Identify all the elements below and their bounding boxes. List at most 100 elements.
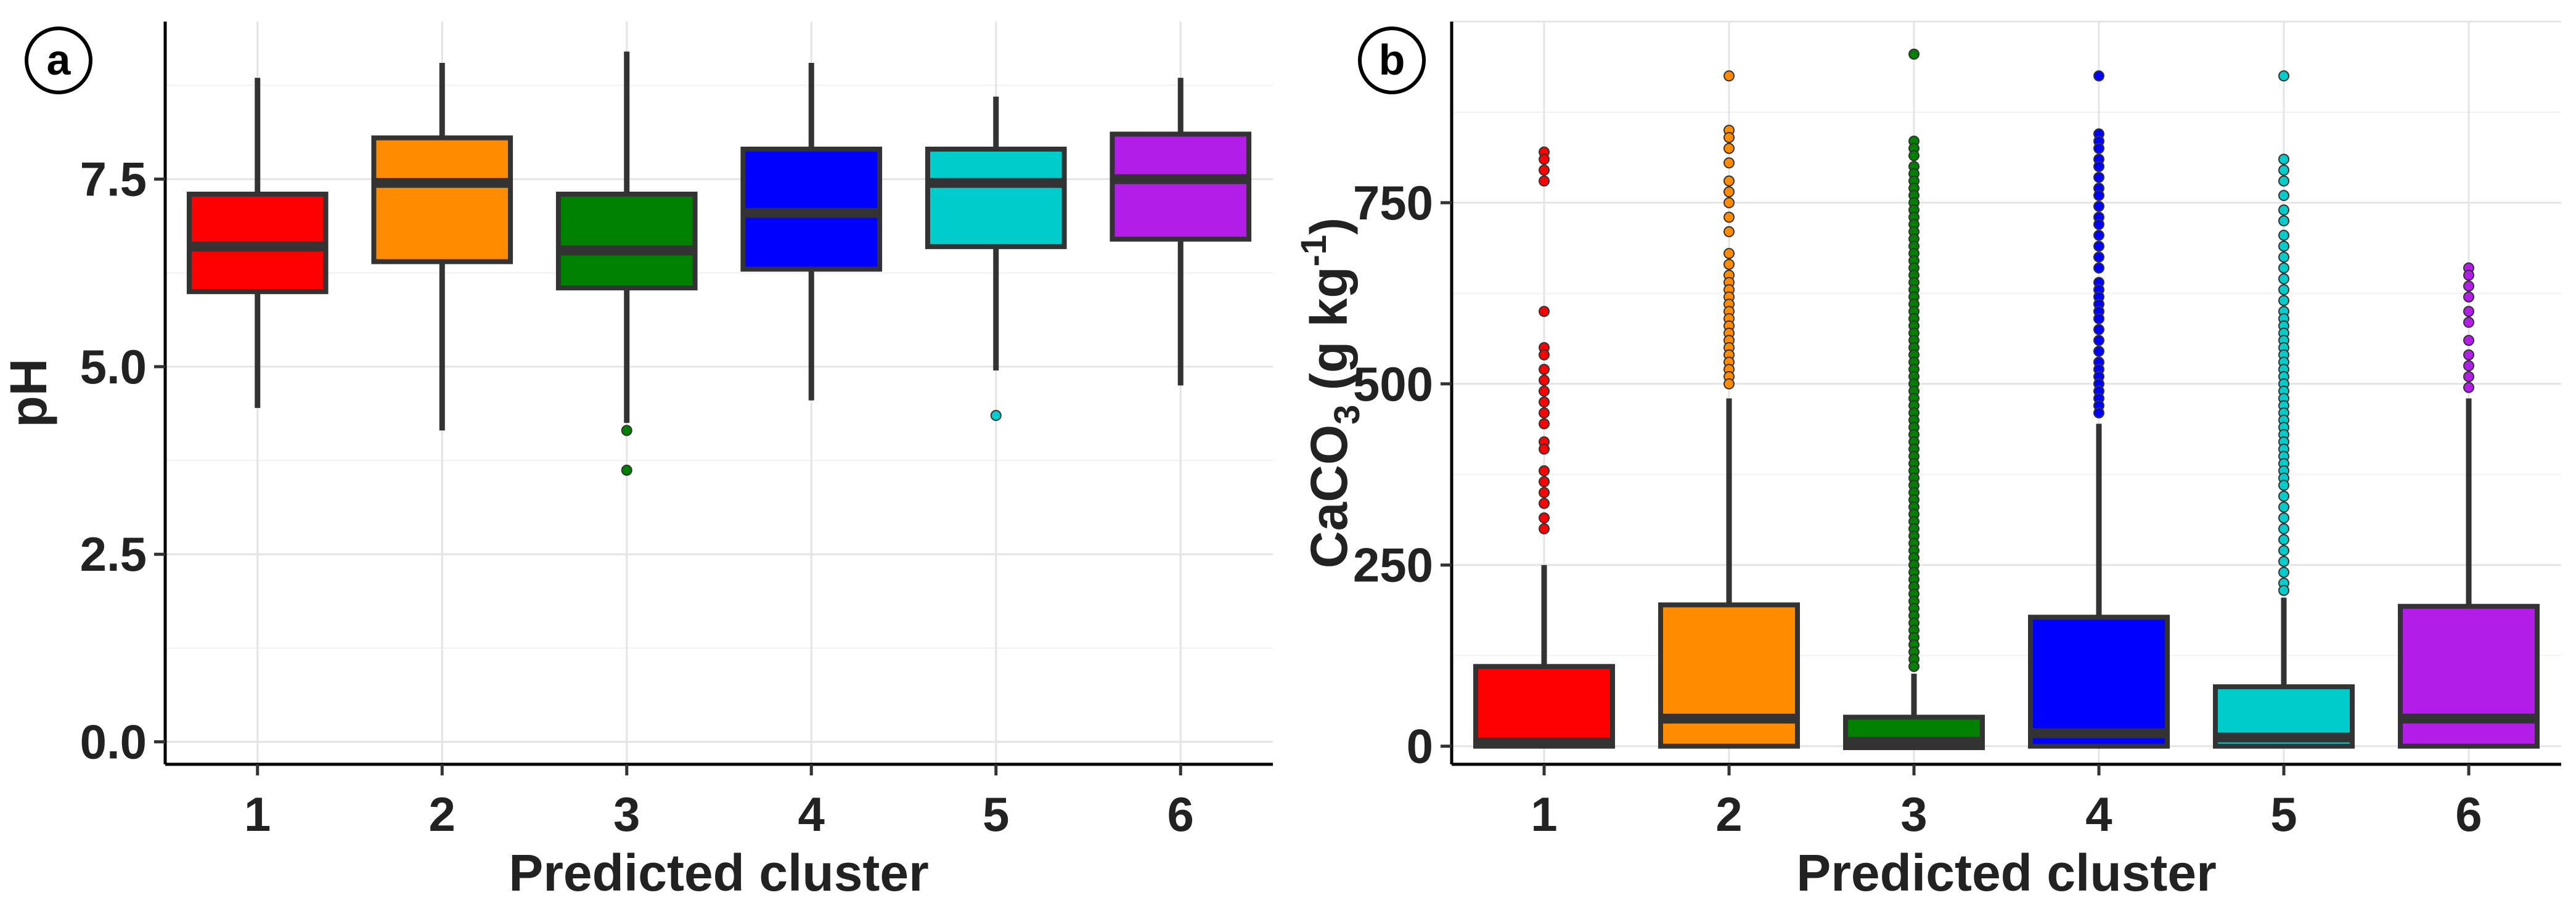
outlier-point <box>2463 269 2474 281</box>
x-tick-label: 5 <box>983 787 1009 841</box>
outlier-point <box>2278 501 2289 513</box>
outlier-point <box>2278 262 2289 274</box>
outlier-point <box>2278 153 2289 165</box>
panel-letter-circle <box>1358 27 1426 94</box>
y-axis-title-part: CaCO <box>1300 425 1358 568</box>
box-iqr <box>1473 664 1615 749</box>
outlier-point <box>1539 175 1550 187</box>
box-iqr <box>925 146 1067 250</box>
outlier-point <box>1908 150 1920 161</box>
outlier-point <box>1539 385 1550 397</box>
outlier-point <box>2278 70 2289 82</box>
outlier-point <box>1539 512 1550 524</box>
outlier-point <box>2463 316 2474 328</box>
outlier-point <box>2278 175 2289 187</box>
outlier-point <box>1539 407 1550 419</box>
box-iqr <box>371 135 513 264</box>
outlier-point <box>2093 240 2104 252</box>
outlier-point <box>2278 284 2289 295</box>
y-tick-label: 0.0 <box>80 714 147 769</box>
x-tick-label: 6 <box>1167 787 1194 841</box>
outlier-point <box>1539 487 1550 499</box>
outlier-point <box>2093 324 2104 335</box>
outlier-point <box>2278 512 2289 524</box>
outlier-point <box>2093 407 2104 419</box>
outlier-point <box>2093 262 2104 274</box>
x-tick-label: 4 <box>2085 787 2112 841</box>
y-tick-label: 7.5 <box>80 152 147 206</box>
outlier-point <box>2093 219 2104 231</box>
outlier-point <box>2463 349 2474 361</box>
box-cluster-1 <box>186 78 329 408</box>
outlier-point <box>2278 229 2289 241</box>
outlier-point <box>1539 396 1550 408</box>
outlier-point <box>2093 161 2104 173</box>
outlier-point <box>2278 273 2289 285</box>
box-cluster-3 <box>1843 48 1985 750</box>
box-cluster-6 <box>1110 78 1252 386</box>
box-cluster-5 <box>2213 70 2355 749</box>
x-tick-label: 4 <box>798 787 825 841</box>
outlier-point <box>1723 226 1735 237</box>
box-cluster-5 <box>925 96 1067 422</box>
outlier-point <box>1723 132 1735 144</box>
outlier-point <box>1539 497 1550 509</box>
outlier-point <box>1908 48 1920 60</box>
y-axis-title-part: 3 <box>1327 404 1367 424</box>
panel-letter: b <box>1379 36 1405 84</box>
box-iqr <box>2398 603 2540 749</box>
x-tick-label: 2 <box>429 787 456 841</box>
y-tick-label: 0 <box>1407 719 1433 774</box>
outlier-point <box>1723 175 1735 187</box>
panel-letter: a <box>47 36 72 84</box>
box-cluster-2 <box>371 62 513 431</box>
x-tick-label: 3 <box>613 787 640 841</box>
y-tick-label: 250 <box>1353 538 1433 592</box>
box-cluster-4 <box>2028 70 2170 749</box>
box-cluster-4 <box>740 62 883 401</box>
x-tick-label: 1 <box>1531 787 1557 841</box>
outlier-point <box>2278 215 2289 227</box>
outlier-point <box>2093 313 2104 324</box>
outlier-point <box>2093 229 2104 241</box>
outlier-point <box>2278 204 2289 216</box>
outlier-point <box>2278 534 2289 545</box>
gridlines <box>1452 20 2561 764</box>
outlier-point <box>2278 555 2289 567</box>
outlier-point <box>2278 523 2289 534</box>
outlier-point <box>1723 258 1735 270</box>
outlier-point <box>2463 280 2474 292</box>
outlier-point <box>1539 153 1550 165</box>
x-tick-label: 1 <box>244 787 271 841</box>
outlier-point <box>2463 335 2474 346</box>
x-tick-label: 2 <box>1715 787 1742 841</box>
outlier-point <box>2093 190 2104 202</box>
outlier-point <box>1539 523 1550 534</box>
outlier-point <box>2093 251 2104 263</box>
y-axis-title-part: pH <box>0 359 57 428</box>
outlier-point <box>2093 171 2104 183</box>
x-tick-label: 5 <box>2270 787 2297 841</box>
outlier-point <box>2278 480 2289 491</box>
y-tick-label: 500 <box>1353 357 1433 411</box>
outlier-point <box>990 410 1002 422</box>
y-axis-title-part: -1 <box>1294 235 1334 267</box>
box-iqr <box>2028 615 2170 749</box>
outlier-point <box>2463 360 2474 372</box>
outlier-point <box>2463 306 2474 317</box>
outlier-point <box>621 464 632 476</box>
outlier-point <box>1539 165 1550 176</box>
outlier-point <box>1723 186 1735 198</box>
x-axis-title: Predicted cluster <box>509 844 929 902</box>
outlier-point <box>1723 157 1735 169</box>
outlier-point <box>1539 364 1550 375</box>
outlier-point <box>2093 142 2104 154</box>
outlier-point <box>1723 378 1735 390</box>
y-tick-label: 5.0 <box>80 340 147 394</box>
outlier-point <box>2463 291 2474 303</box>
panel-letter-circle <box>25 27 92 94</box>
outlier-point <box>1539 374 1550 386</box>
outlier-point <box>2093 345 2104 357</box>
